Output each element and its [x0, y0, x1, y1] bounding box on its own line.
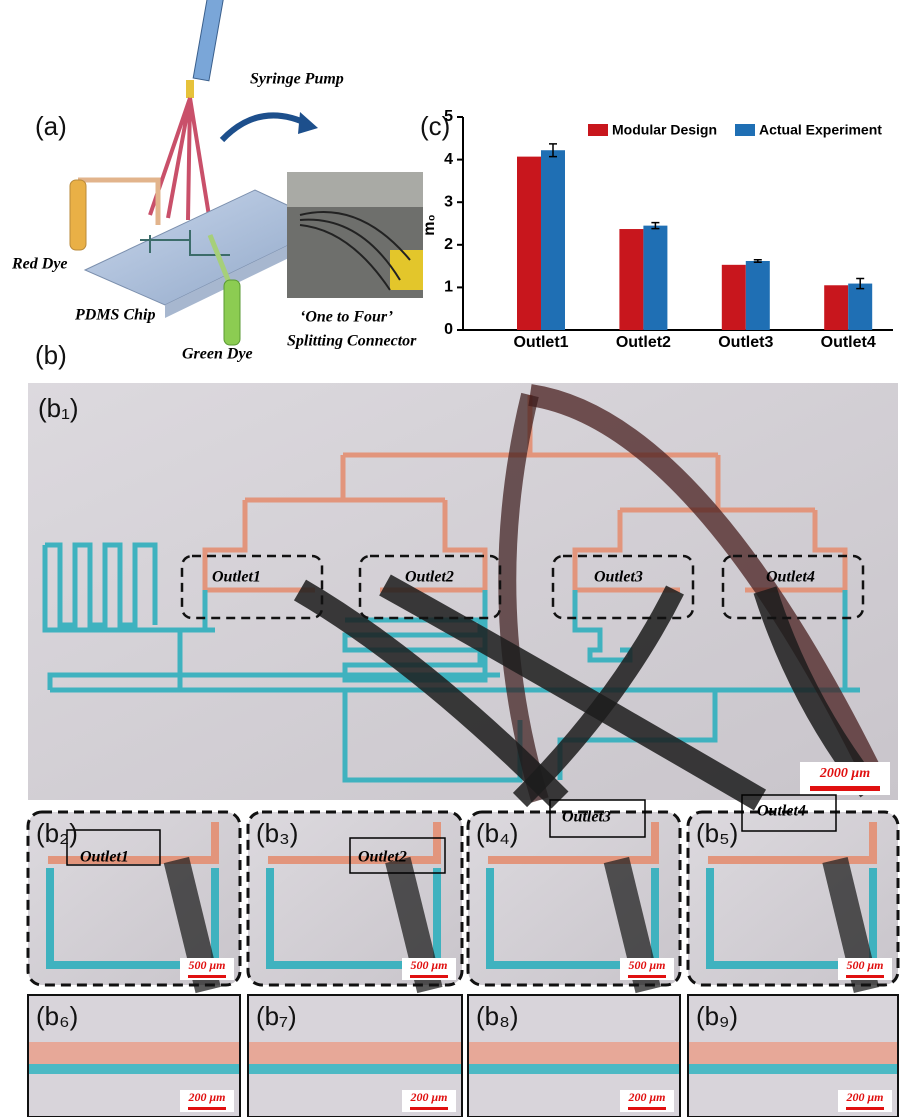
scale-bar — [188, 975, 226, 978]
connector-label: ‘One to Four’ — [300, 309, 393, 326]
cyan-stream — [688, 1064, 898, 1074]
setup-illustration — [70, 0, 423, 345]
panel-label: (b) — [35, 340, 67, 370]
scale-bar — [410, 1107, 448, 1110]
red-dye-label: Red Dye — [11, 256, 68, 273]
y-axis-label: m₀ — [421, 214, 438, 235]
outlet-label: Outlet3 — [594, 569, 643, 586]
figure: (a) Syringe Pump Red Dye PDMS Chip Green Dye… — [0, 0, 901, 1117]
chip-label: PDMS Chip — [74, 307, 155, 324]
scale-label: 200 μm — [845, 1090, 883, 1104]
outlet-label: Outlet2 — [358, 849, 407, 866]
cyan-stream — [248, 1064, 462, 1074]
y-tick-label: 5 — [444, 108, 453, 125]
scale-bar — [846, 1107, 884, 1110]
orange-stream — [468, 1042, 680, 1064]
x-tick-label: Outlet3 — [718, 334, 773, 351]
scale-bar — [628, 975, 666, 978]
error-bar — [754, 260, 762, 263]
x-tick-label: Outlet1 — [513, 334, 568, 351]
outlet-label: Outlet4 — [757, 803, 806, 820]
legend-label: Actual Experiment — [759, 122, 882, 138]
bar — [541, 150, 565, 330]
x-tick-label: Outlet4 — [821, 334, 876, 351]
legend-label: Modular Design — [612, 122, 717, 138]
y-tick-label: 4 — [444, 151, 453, 168]
y-tick-label: 3 — [444, 193, 453, 210]
panel-label: (b₉) — [696, 1001, 738, 1031]
outlet-label: Outlet1 — [212, 569, 261, 586]
scale-label: 500 μm — [188, 958, 225, 972]
x-tick-label: Outlet2 — [616, 334, 671, 351]
scale-label: 200 μm — [409, 1090, 447, 1104]
scale-bar — [410, 975, 448, 978]
panel-label: (b₂) — [36, 818, 78, 848]
outlet-label: Outlet4 — [766, 569, 815, 586]
scale-label: 500 μm — [628, 958, 665, 972]
panel-label: (a) — [35, 111, 67, 141]
scale-bar — [628, 1107, 666, 1110]
outlet-label: Outlet2 — [405, 569, 454, 586]
syringe-label: Syringe Pump — [250, 71, 344, 88]
orange-stream — [688, 1042, 898, 1064]
scale-label: 2000 μm — [819, 766, 870, 781]
bar — [848, 284, 872, 330]
legend-swatch — [588, 124, 608, 136]
y-tick-label: 2 — [444, 236, 453, 253]
cyan-stream — [468, 1064, 680, 1074]
y-tick-label: 1 — [444, 279, 453, 296]
scale-label: 500 μm — [410, 958, 447, 972]
scale-bar — [846, 975, 884, 978]
outlet-label: Outlet1 — [80, 849, 129, 866]
panel-label: (b₈) — [476, 1001, 519, 1031]
panel-label: (b₇) — [256, 1001, 297, 1031]
scale-bar — [188, 1107, 226, 1110]
bar — [722, 265, 746, 330]
green-dye-label: Green Dye — [182, 346, 253, 363]
orange-stream — [248, 1042, 462, 1064]
scale-label: 200 μm — [627, 1090, 665, 1104]
bar — [824, 285, 848, 330]
connector-label: Splitting Connector — [287, 333, 417, 350]
outlet-label: Outlet3 — [562, 809, 611, 826]
bar — [619, 229, 643, 330]
panel-label: (b₅) — [696, 818, 738, 848]
legend-swatch — [735, 124, 755, 136]
panel-label: (b₃) — [256, 818, 298, 848]
cyan-stream — [28, 1064, 240, 1074]
bar — [746, 261, 770, 330]
scale-label: 500 μm — [846, 958, 883, 972]
overview-photo — [28, 383, 898, 800]
scale-label: 200 μm — [187, 1090, 225, 1104]
panel-label: (b₁) — [38, 393, 79, 423]
panel-label: (b₄) — [476, 818, 518, 848]
y-tick-label: 0 — [444, 321, 453, 338]
bar — [517, 157, 541, 330]
orange-stream — [28, 1042, 240, 1064]
panel-label: (b₆) — [36, 1001, 78, 1031]
bar — [643, 226, 667, 330]
